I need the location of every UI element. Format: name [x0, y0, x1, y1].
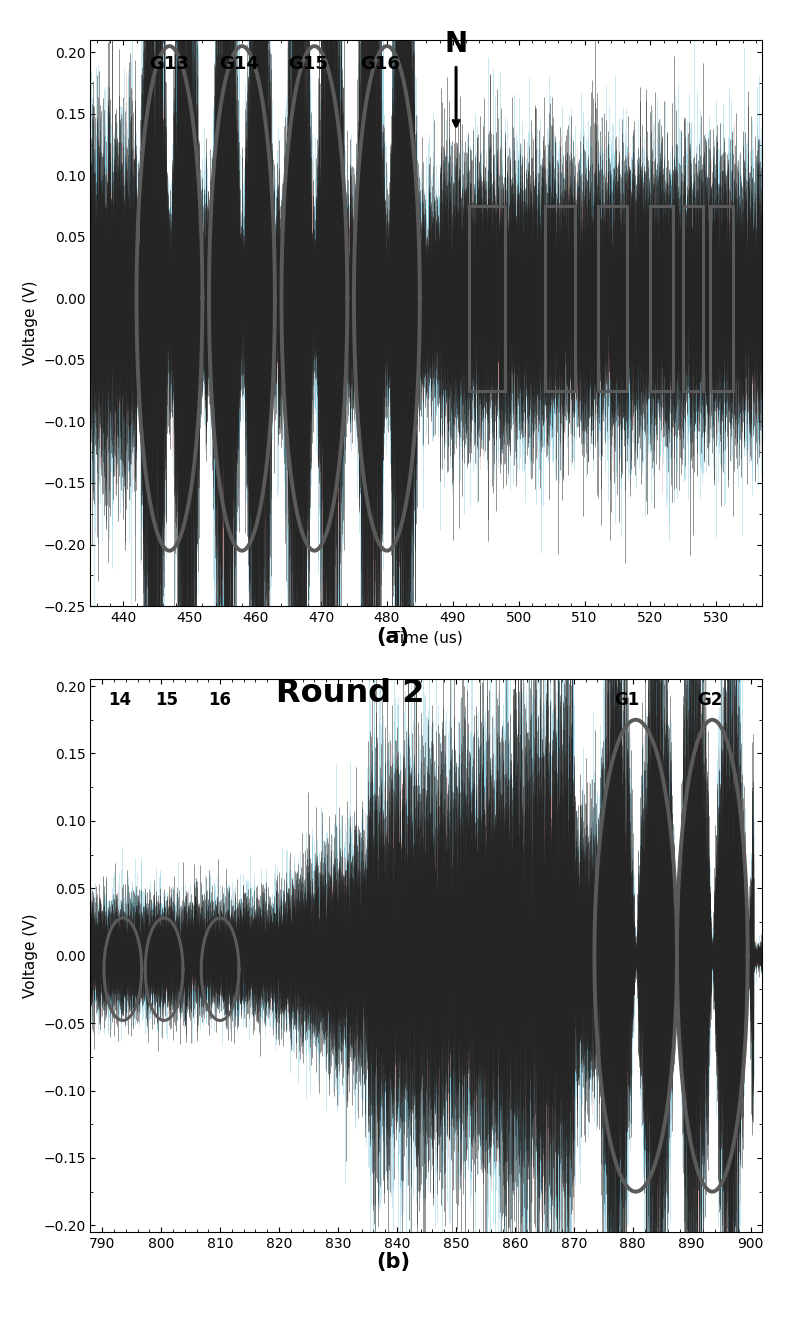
Text: G16: G16 — [360, 55, 400, 73]
Y-axis label: Voltage (V): Voltage (V) — [23, 281, 38, 365]
Text: G2: G2 — [696, 691, 722, 709]
Text: G13: G13 — [149, 55, 189, 73]
Text: 16: 16 — [208, 691, 232, 709]
Text: (a): (a) — [376, 627, 410, 647]
Text: (b): (b) — [376, 1252, 410, 1272]
Bar — [597, 206, 627, 390]
Text: N: N — [445, 31, 468, 59]
Bar — [650, 206, 674, 390]
Text: G14: G14 — [219, 55, 259, 73]
Bar — [469, 206, 505, 390]
Text: G15: G15 — [288, 55, 328, 73]
X-axis label: Time (us): Time (us) — [391, 630, 462, 646]
Text: 14: 14 — [108, 691, 131, 709]
Text: G1: G1 — [614, 691, 640, 709]
Y-axis label: Voltage (V): Voltage (V) — [23, 914, 38, 998]
Bar — [545, 206, 575, 390]
Bar — [683, 206, 703, 390]
Bar — [710, 206, 733, 390]
Text: Round 2: Round 2 — [276, 678, 424, 709]
Text: 15: 15 — [156, 691, 178, 709]
